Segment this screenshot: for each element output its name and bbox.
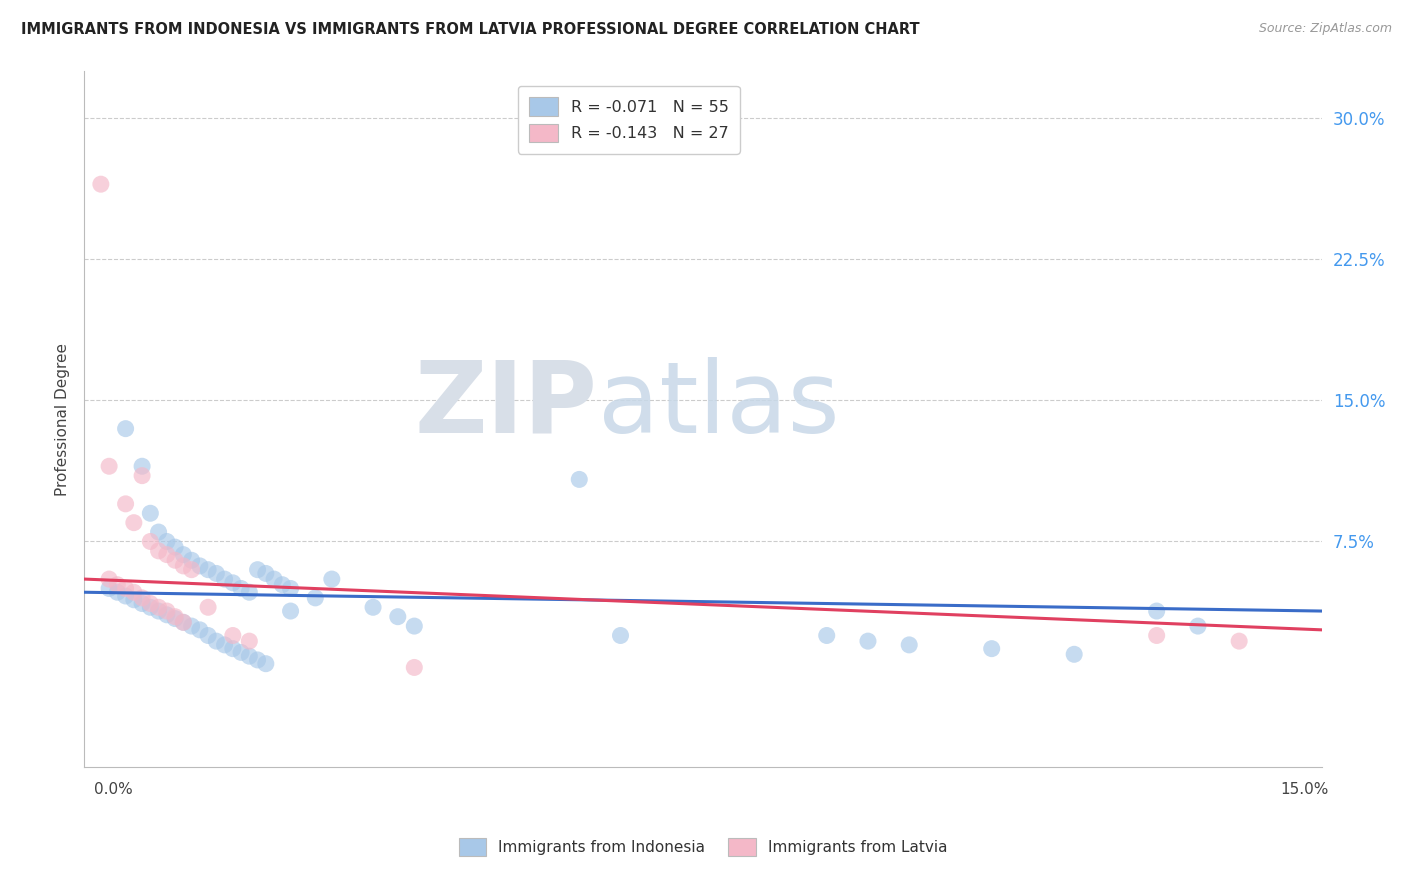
- Point: [156, 534, 179, 549]
- Point: [229, 582, 252, 596]
- Point: [280, 582, 302, 596]
- Point: [131, 468, 153, 483]
- Point: [263, 572, 285, 586]
- Point: [1187, 619, 1209, 633]
- Point: [222, 628, 245, 642]
- Point: [131, 597, 153, 611]
- Point: [254, 566, 277, 581]
- Point: [131, 591, 153, 605]
- Point: [222, 575, 245, 590]
- Point: [246, 653, 269, 667]
- Point: [321, 572, 343, 586]
- Point: [172, 615, 194, 630]
- Point: [98, 459, 121, 474]
- Point: [980, 641, 1002, 656]
- Point: [148, 544, 170, 558]
- Point: [122, 592, 145, 607]
- Text: IMMIGRANTS FROM INDONESIA VS IMMIGRANTS FROM LATVIA PROFESSIONAL DEGREE CORRELAT: IMMIGRANTS FROM INDONESIA VS IMMIGRANTS …: [21, 22, 920, 37]
- Point: [139, 506, 162, 520]
- Point: [222, 641, 245, 656]
- Point: [165, 609, 187, 624]
- Point: [105, 585, 128, 599]
- Point: [1227, 634, 1250, 648]
- Point: [188, 558, 211, 573]
- Point: [139, 597, 162, 611]
- Point: [105, 578, 128, 592]
- Point: [246, 563, 269, 577]
- Point: [139, 600, 162, 615]
- Point: [180, 619, 202, 633]
- Point: [156, 607, 179, 622]
- Text: 0.0%: 0.0%: [94, 782, 134, 797]
- Legend: Immigrants from Indonesia, Immigrants from Latvia: Immigrants from Indonesia, Immigrants fr…: [453, 832, 953, 862]
- Point: [205, 634, 228, 648]
- Point: [148, 604, 170, 618]
- Point: [131, 459, 153, 474]
- Point: [156, 604, 179, 618]
- Point: [304, 591, 326, 605]
- Point: [197, 628, 219, 642]
- Point: [404, 619, 426, 633]
- Text: atlas: atlas: [598, 357, 839, 454]
- Point: [165, 611, 187, 625]
- Point: [165, 540, 187, 554]
- Point: [165, 553, 187, 567]
- Point: [1146, 628, 1168, 642]
- Y-axis label: Professional Degree: Professional Degree: [55, 343, 70, 496]
- Point: [254, 657, 277, 671]
- Point: [98, 572, 121, 586]
- Text: ZIP: ZIP: [415, 357, 598, 454]
- Point: [361, 600, 384, 615]
- Point: [387, 609, 409, 624]
- Point: [114, 497, 136, 511]
- Point: [156, 548, 179, 562]
- Point: [856, 634, 879, 648]
- Point: [214, 572, 236, 586]
- Point: [122, 516, 145, 530]
- Point: [238, 585, 260, 599]
- Point: [148, 524, 170, 539]
- Point: [214, 638, 236, 652]
- Point: [205, 566, 228, 581]
- Point: [114, 422, 136, 436]
- Point: [172, 548, 194, 562]
- Point: [180, 553, 202, 567]
- Point: [98, 582, 121, 596]
- Text: 15.0%: 15.0%: [1281, 782, 1329, 797]
- Point: [139, 534, 162, 549]
- Point: [172, 558, 194, 573]
- Legend: R = -0.071   N = 55, R = -0.143   N = 27: R = -0.071 N = 55, R = -0.143 N = 27: [517, 87, 740, 153]
- Point: [197, 600, 219, 615]
- Point: [1146, 604, 1168, 618]
- Point: [404, 660, 426, 674]
- Point: [148, 600, 170, 615]
- Point: [238, 649, 260, 664]
- Point: [197, 563, 219, 577]
- Point: [114, 582, 136, 596]
- Point: [114, 589, 136, 603]
- Point: [1063, 648, 1085, 662]
- Point: [280, 604, 302, 618]
- Point: [568, 472, 591, 486]
- Point: [898, 638, 921, 652]
- Point: [90, 177, 112, 191]
- Point: [609, 628, 631, 642]
- Point: [238, 634, 260, 648]
- Point: [188, 623, 211, 637]
- Point: [180, 563, 202, 577]
- Point: [271, 578, 294, 592]
- Text: Source: ZipAtlas.com: Source: ZipAtlas.com: [1258, 22, 1392, 36]
- Point: [122, 585, 145, 599]
- Point: [815, 628, 838, 642]
- Point: [229, 645, 252, 659]
- Point: [172, 615, 194, 630]
